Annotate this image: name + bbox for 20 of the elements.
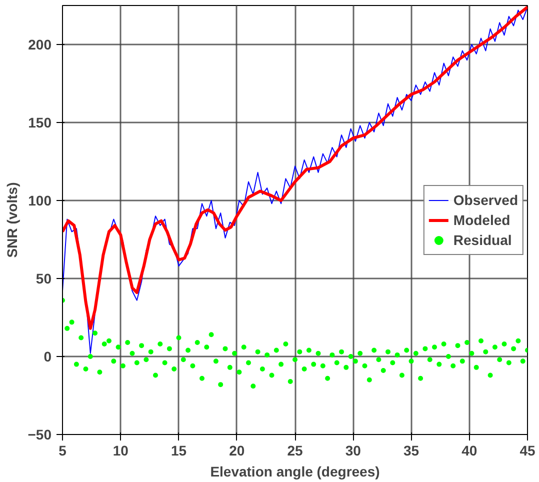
y-tick-label: 200 [28, 36, 52, 52]
x-axis-title: Elevation angle (degrees) [210, 464, 380, 480]
legend-label: Modeled [453, 212, 510, 228]
x-tick-label: 30 [345, 442, 362, 458]
y-tick-label: 50 [36, 270, 52, 286]
x-tick-label: 25 [287, 442, 303, 458]
x-tick-label: 40 [462, 442, 478, 458]
x-tick-label: 5 [58, 442, 67, 458]
y-tick-label: 0 [44, 348, 52, 364]
legend-label: Observed [453, 192, 518, 208]
y-tick-label: −50 [28, 426, 52, 442]
legend-label: Residual [453, 232, 512, 248]
x-tick-label: 35 [403, 442, 420, 458]
y-axis-title: SNR (volts) [4, 182, 20, 258]
x-tick-label: 10 [112, 442, 129, 458]
y-tick-label: 100 [28, 192, 52, 208]
x-tick-label: 45 [520, 442, 536, 458]
x-tick-label: 20 [229, 442, 245, 458]
x-tick-label: 15 [170, 442, 187, 458]
y-tick-label: 150 [28, 114, 52, 130]
